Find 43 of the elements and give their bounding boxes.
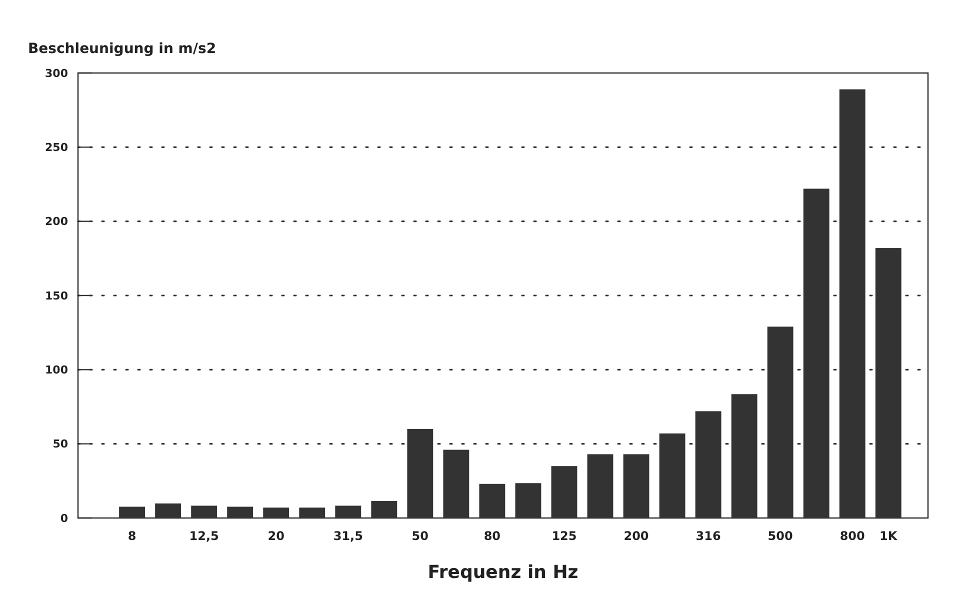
x-tick-label: 500 [768, 529, 793, 543]
y-tick-label: 100 [45, 364, 68, 377]
x-tick-label: 125 [552, 529, 577, 543]
bar [119, 506, 145, 518]
x-tick-label: 20 [268, 529, 284, 543]
bar [767, 326, 794, 518]
y-tick-label: 50 [52, 438, 68, 451]
bar [659, 433, 686, 518]
bar [731, 394, 758, 518]
bar [803, 188, 830, 518]
y-tick-label: 200 [45, 215, 68, 228]
x-tick-label: 12,5 [189, 529, 219, 543]
y-tick-label: 300 [45, 66, 68, 80]
bar [515, 483, 542, 518]
y-axis-title: Beschleunigung in m/s2 [28, 41, 216, 57]
y-tick-label: 250 [45, 141, 68, 154]
bar [695, 411, 722, 518]
y-tick-label: 150 [45, 289, 68, 302]
bar [155, 503, 182, 518]
bar [407, 429, 434, 518]
bar [875, 248, 902, 518]
x-tick-label: 80 [484, 529, 501, 543]
bar [443, 450, 470, 518]
bar [623, 454, 650, 518]
bar [227, 506, 254, 518]
bar [551, 466, 578, 518]
x-tick-label: 316 [696, 529, 721, 543]
y-tick-label: 0 [60, 512, 68, 525]
x-tick-label: 8 [128, 529, 136, 543]
bar [263, 508, 290, 518]
bar [299, 508, 326, 518]
bar [371, 500, 398, 518]
bar [479, 484, 506, 518]
x-tick-label: 800 [840, 529, 865, 543]
bar [839, 89, 866, 518]
bar [335, 506, 362, 518]
x-tick-label: 1K [880, 529, 898, 543]
x-axis-title: Frequenz in Hz [428, 562, 578, 583]
x-tick-label: 50 [412, 529, 429, 543]
x-tick-label: 31,5 [333, 529, 363, 543]
bar [587, 454, 614, 518]
x-tick-label: 200 [624, 529, 649, 543]
bar [191, 506, 218, 518]
